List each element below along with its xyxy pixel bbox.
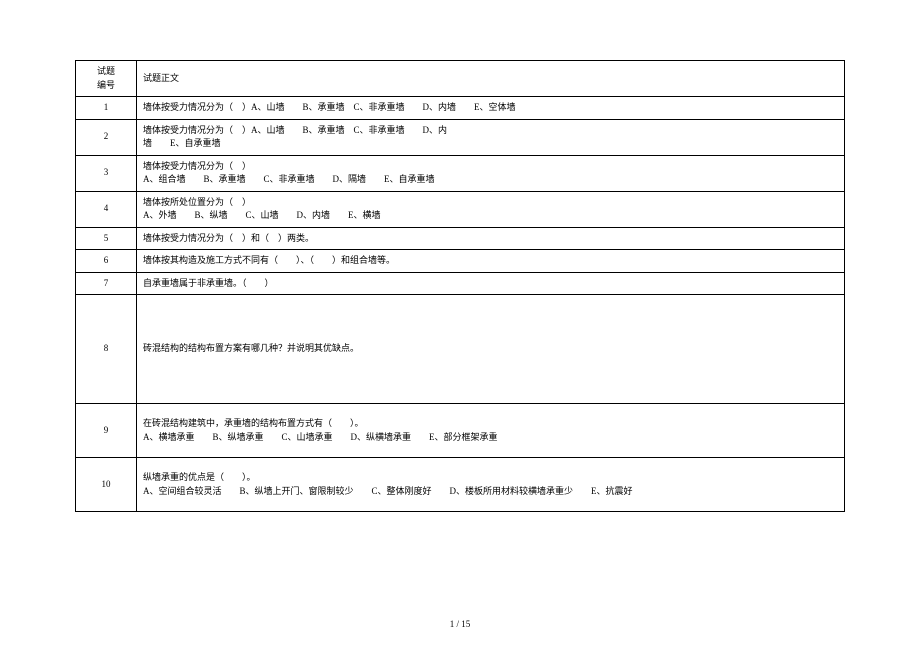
cell-body: 墙体按其构造及施工方式不同有（ ）、（ ）和组合墙等。 [137, 250, 845, 273]
questions-table: 试题编号 试题正文 1 墙体按受力情况分为（ ）A、山墙 B、承重墙 C、非承重… [75, 60, 845, 512]
cell-body: 墙体按受力情况分为（ ）A、山墙 B、承重墙 C、非承重墙 D、内墙 E、自承重… [137, 119, 845, 155]
cell-body: 在砖混结构建筑中，承重墙的结构布置方式有（ ）。A、横墙承重 B、纵墙承重 C、… [137, 404, 845, 458]
cell-body: 砖混结构的结构布置方案有哪几种？并说明其优缺点。 [137, 295, 845, 404]
table-row: 8 砖混结构的结构布置方案有哪几种？并说明其优缺点。 [76, 295, 845, 404]
cell-body: 墙体按所处位置分为（ ）A、外墙 B、纵墙 C、山墙 D、内墙 E、横墙 [137, 191, 845, 227]
page: 试题编号 试题正文 1 墙体按受力情况分为（ ）A、山墙 B、承重墙 C、非承重… [0, 0, 920, 651]
table-row: 9 在砖混结构建筑中，承重墙的结构布置方式有（ ）。A、横墙承重 B、纵墙承重 … [76, 404, 845, 458]
col-header-body: 试题正文 [137, 61, 845, 97]
table-header-row: 试题编号 试题正文 [76, 61, 845, 97]
table-row: 10 纵墙承重的优点是（ ）。A、空间组合较灵活 B、纵墙上开门、窗限制较少 C… [76, 458, 845, 512]
table-row: 7 自承重墙属于非承重墙。（ ） [76, 272, 845, 295]
cell-id: 2 [76, 119, 137, 155]
table-row: 4 墙体按所处位置分为（ ）A、外墙 B、纵墙 C、山墙 D、内墙 E、横墙 [76, 191, 845, 227]
cell-body: 墙体按受力情况分为（ ）A、组合墙 B、承重墙 C、非承重墙 D、隔墙 E、自承… [137, 155, 845, 191]
cell-id: 5 [76, 227, 137, 250]
cell-id: 10 [76, 458, 137, 512]
table-row: 6 墙体按其构造及施工方式不同有（ ）、（ ）和组合墙等。 [76, 250, 845, 273]
col-header-id: 试题编号 [76, 61, 137, 97]
table-row: 1 墙体按受力情况分为（ ）A、山墙 B、承重墙 C、非承重墙 D、内墙 E、空… [76, 97, 845, 120]
cell-id: 4 [76, 191, 137, 227]
cell-body: 自承重墙属于非承重墙。（ ） [137, 272, 845, 295]
cell-id: 9 [76, 404, 137, 458]
cell-body: 墙体按受力情况分为（ ）和（ ）两类。 [137, 227, 845, 250]
table-row: 3 墙体按受力情况分为（ ）A、组合墙 B、承重墙 C、非承重墙 D、隔墙 E、… [76, 155, 845, 191]
page-footer: 1 / 15 [0, 619, 920, 629]
cell-id: 6 [76, 250, 137, 273]
cell-id: 8 [76, 295, 137, 404]
cell-id: 3 [76, 155, 137, 191]
cell-body: 纵墙承重的优点是（ ）。A、空间组合较灵活 B、纵墙上开门、窗限制较少 C、整体… [137, 458, 845, 512]
table-row: 5 墙体按受力情况分为（ ）和（ ）两类。 [76, 227, 845, 250]
cell-id: 1 [76, 97, 137, 120]
table-row: 2 墙体按受力情况分为（ ）A、山墙 B、承重墙 C、非承重墙 D、内墙 E、自… [76, 119, 845, 155]
cell-id: 7 [76, 272, 137, 295]
cell-body: 墙体按受力情况分为（ ）A、山墙 B、承重墙 C、非承重墙 D、内墙 E、空体墙 [137, 97, 845, 120]
